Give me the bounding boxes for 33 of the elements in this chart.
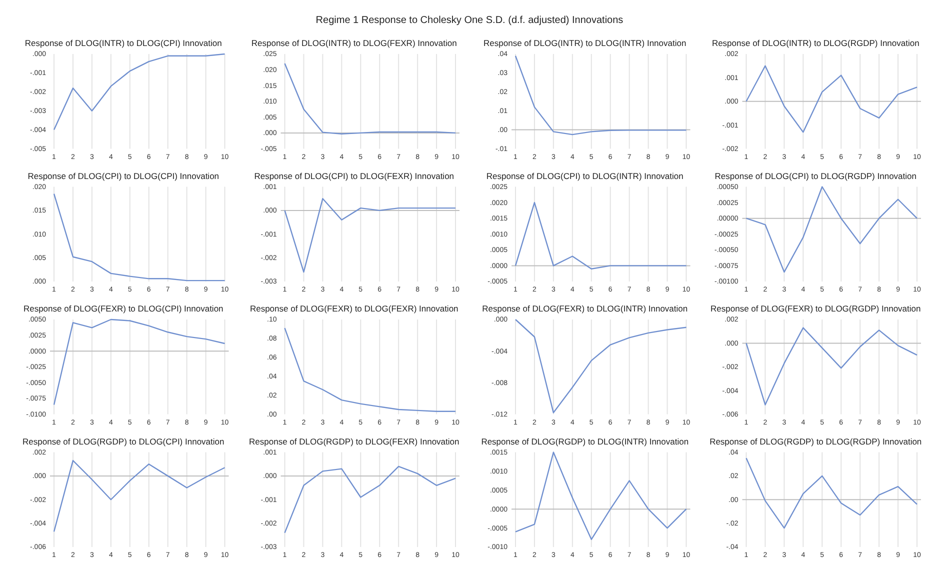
chart-title: Response of DLOG(RGDP) to DLOG(RGDP) Innovation [710, 436, 922, 446]
line-series [514, 202, 687, 270]
chart-title: Response of DLOG(INTR) to DLOG(RGDP) Innovation [712, 38, 920, 48]
chart-title: Response of DLOG(CPI) to DLOG(RGDP) Innovation [714, 170, 917, 181]
chart-title: Response of DLOG(CPI) to DLOG(CPI) Innovation [28, 170, 220, 181]
chart-title: Response of DLOG(RGDP) to DLOG(CPI) Innovation [22, 436, 224, 446]
chart-title: Response of DLOG(INTR) to DLOG(INTR) Innovation [484, 38, 686, 48]
line-series [53, 193, 226, 282]
chart-title: Response of DLOG(FEXR) to DLOG(RGDP) Innovation [710, 304, 921, 314]
chart-title: Response of DLOG(RGDP) to DLOG(INTR) Innovation [481, 436, 689, 446]
chart-title: Response of DLOG(INTR) to DLOG(FEXR) Innovation [251, 38, 458, 48]
line-series [53, 318, 226, 406]
line-series [284, 466, 456, 534]
chart-title: Response of DLOG(FEXR) to DLOG(FEXR) Innovation [250, 304, 459, 314]
line-series [514, 452, 687, 540]
text: Regime 1 Response to Cholesky One S.D. (d.f. adjusted) Innovations [316, 15, 624, 26]
chart-title: Response of DLOG(RGDP) to DLOG(FEXR) Innovation [249, 436, 460, 446]
chart-title: Response of DLOG(FEXR) to DLOG(INTR) Innovation [482, 304, 688, 314]
line-series [746, 458, 918, 529]
line-series [284, 198, 456, 273]
line-series [746, 327, 918, 406]
line-series [746, 65, 918, 133]
chart-title: Response of DLOG(CPI) to DLOG(INTR) Innovation [486, 170, 684, 181]
line-series [284, 327, 456, 412]
line-series [53, 460, 226, 532]
line-series [514, 318, 687, 414]
line-series [284, 62, 456, 135]
line-series [514, 55, 687, 136]
line-series [53, 53, 226, 130]
chart-title: Response of DLOG(FEXR) to DLOG(CPI) Innovation [23, 304, 224, 314]
chart-title: Response of DLOG(INTR) to DLOG(CPI) Innovation [24, 38, 222, 48]
line-series [746, 186, 918, 273]
chart-title: Response of DLOG(CPI) to DLOG(FEXR) Innovation [254, 170, 454, 181]
